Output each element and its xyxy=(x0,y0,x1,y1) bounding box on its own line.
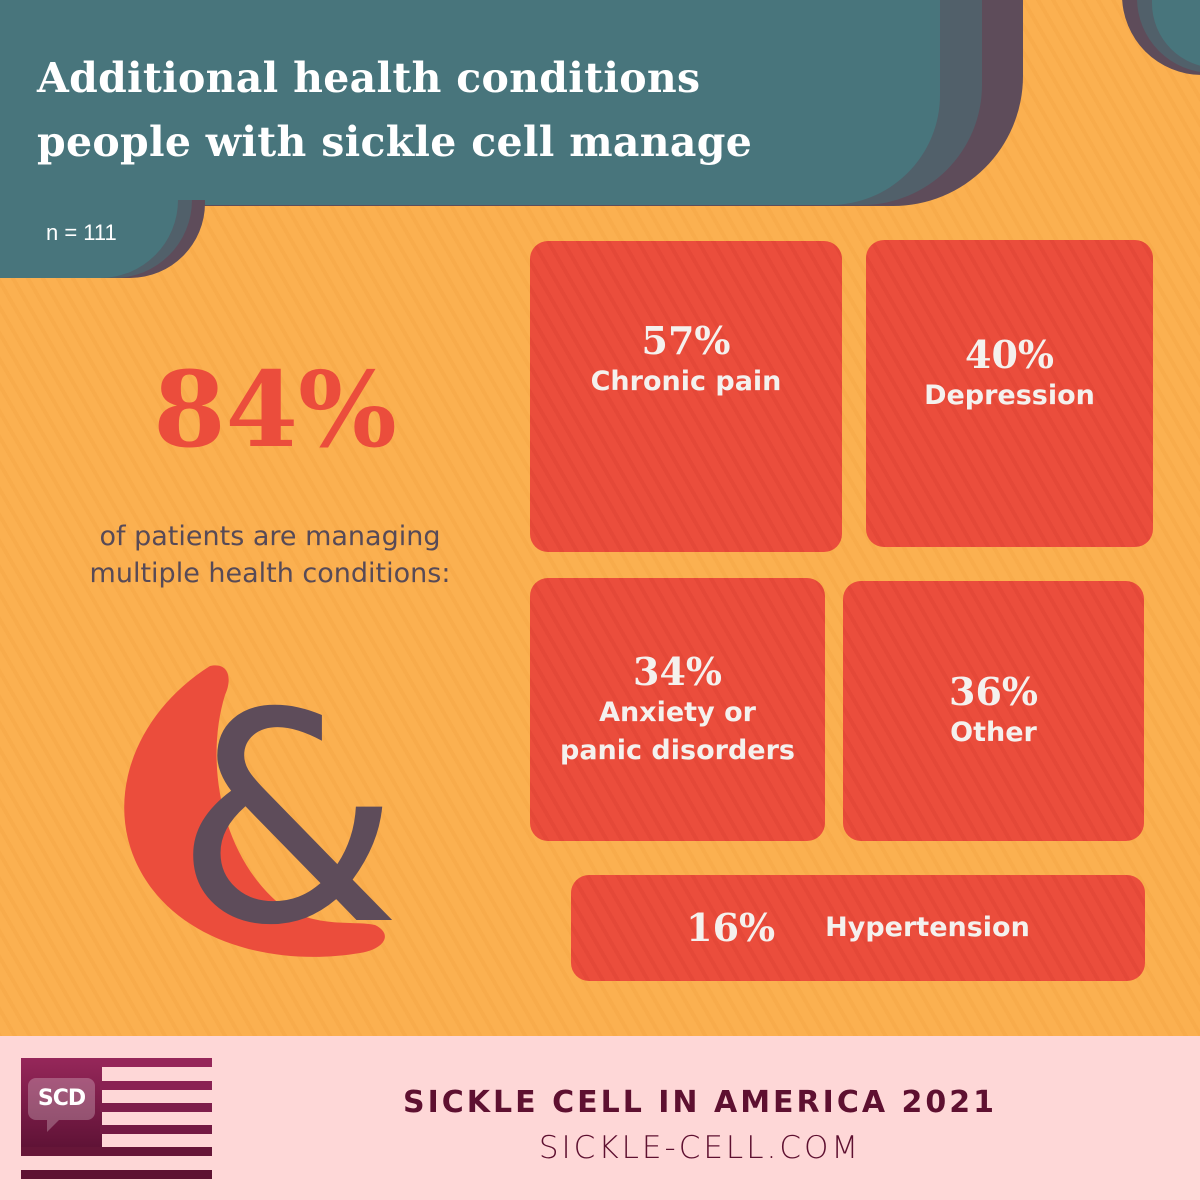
header-banner xyxy=(0,0,940,205)
flag-stripe xyxy=(21,1147,212,1156)
condition-card-chronic-pain: 57% Chronic pain xyxy=(530,241,842,552)
headline-percent: 84% xyxy=(153,348,397,471)
sample-size-label: n = 111 xyxy=(46,220,117,245)
flag-stripe xyxy=(100,1103,212,1112)
card-label: Hypertension xyxy=(825,912,1030,943)
card-percent: 57% xyxy=(641,317,731,363)
card-percent: 34% xyxy=(633,648,722,694)
condition-card-anxiety: 34% Anxiety or panic disorders xyxy=(530,578,825,841)
card-percent: 36% xyxy=(949,669,1038,714)
flag-stripe xyxy=(100,1125,212,1134)
card-label: Chronic pain xyxy=(590,365,782,397)
ampersand-crescent-icon: & xyxy=(110,650,410,989)
condition-card-other: 36% Other xyxy=(843,581,1144,841)
footer-url-link[interactable]: SICKLE-CELL.COM xyxy=(538,1130,862,1166)
card-label: Depression xyxy=(924,379,1095,411)
scd-logo xyxy=(21,1058,102,1150)
page-title: Additional health conditions people with… xyxy=(37,46,752,174)
footer-title: SICKLE CELL IN AMERICA 2021 xyxy=(403,1085,997,1120)
card-percent: 40% xyxy=(965,331,1054,377)
flag-stripe xyxy=(21,1170,212,1179)
svg-text:&: & xyxy=(175,652,401,980)
condition-card-depression: 40% Depression xyxy=(866,240,1153,547)
card-percent: 16% xyxy=(686,905,776,950)
speech-bubble-tail-icon xyxy=(47,1120,59,1132)
title-line-2: people with sickle cell manage xyxy=(37,118,753,166)
headline-description-line-1: of patients are managing xyxy=(99,521,441,552)
flag-stripe xyxy=(100,1058,212,1067)
headline-description-line-2: multiple health conditions: xyxy=(89,558,451,589)
title-line-1: Additional health conditions xyxy=(37,54,701,102)
flag-stripe xyxy=(100,1081,212,1090)
card-label-line-1: Anxiety or xyxy=(599,696,756,728)
card-label: Other xyxy=(950,717,1037,748)
condition-card-hypertension: 16% Hypertension xyxy=(571,875,1145,981)
scd-logo-speech-bubble: SCD xyxy=(28,1078,95,1120)
headline-description: of patients are managing multiple health… xyxy=(60,518,480,592)
card-label-line-2: panic disorders xyxy=(560,734,795,766)
